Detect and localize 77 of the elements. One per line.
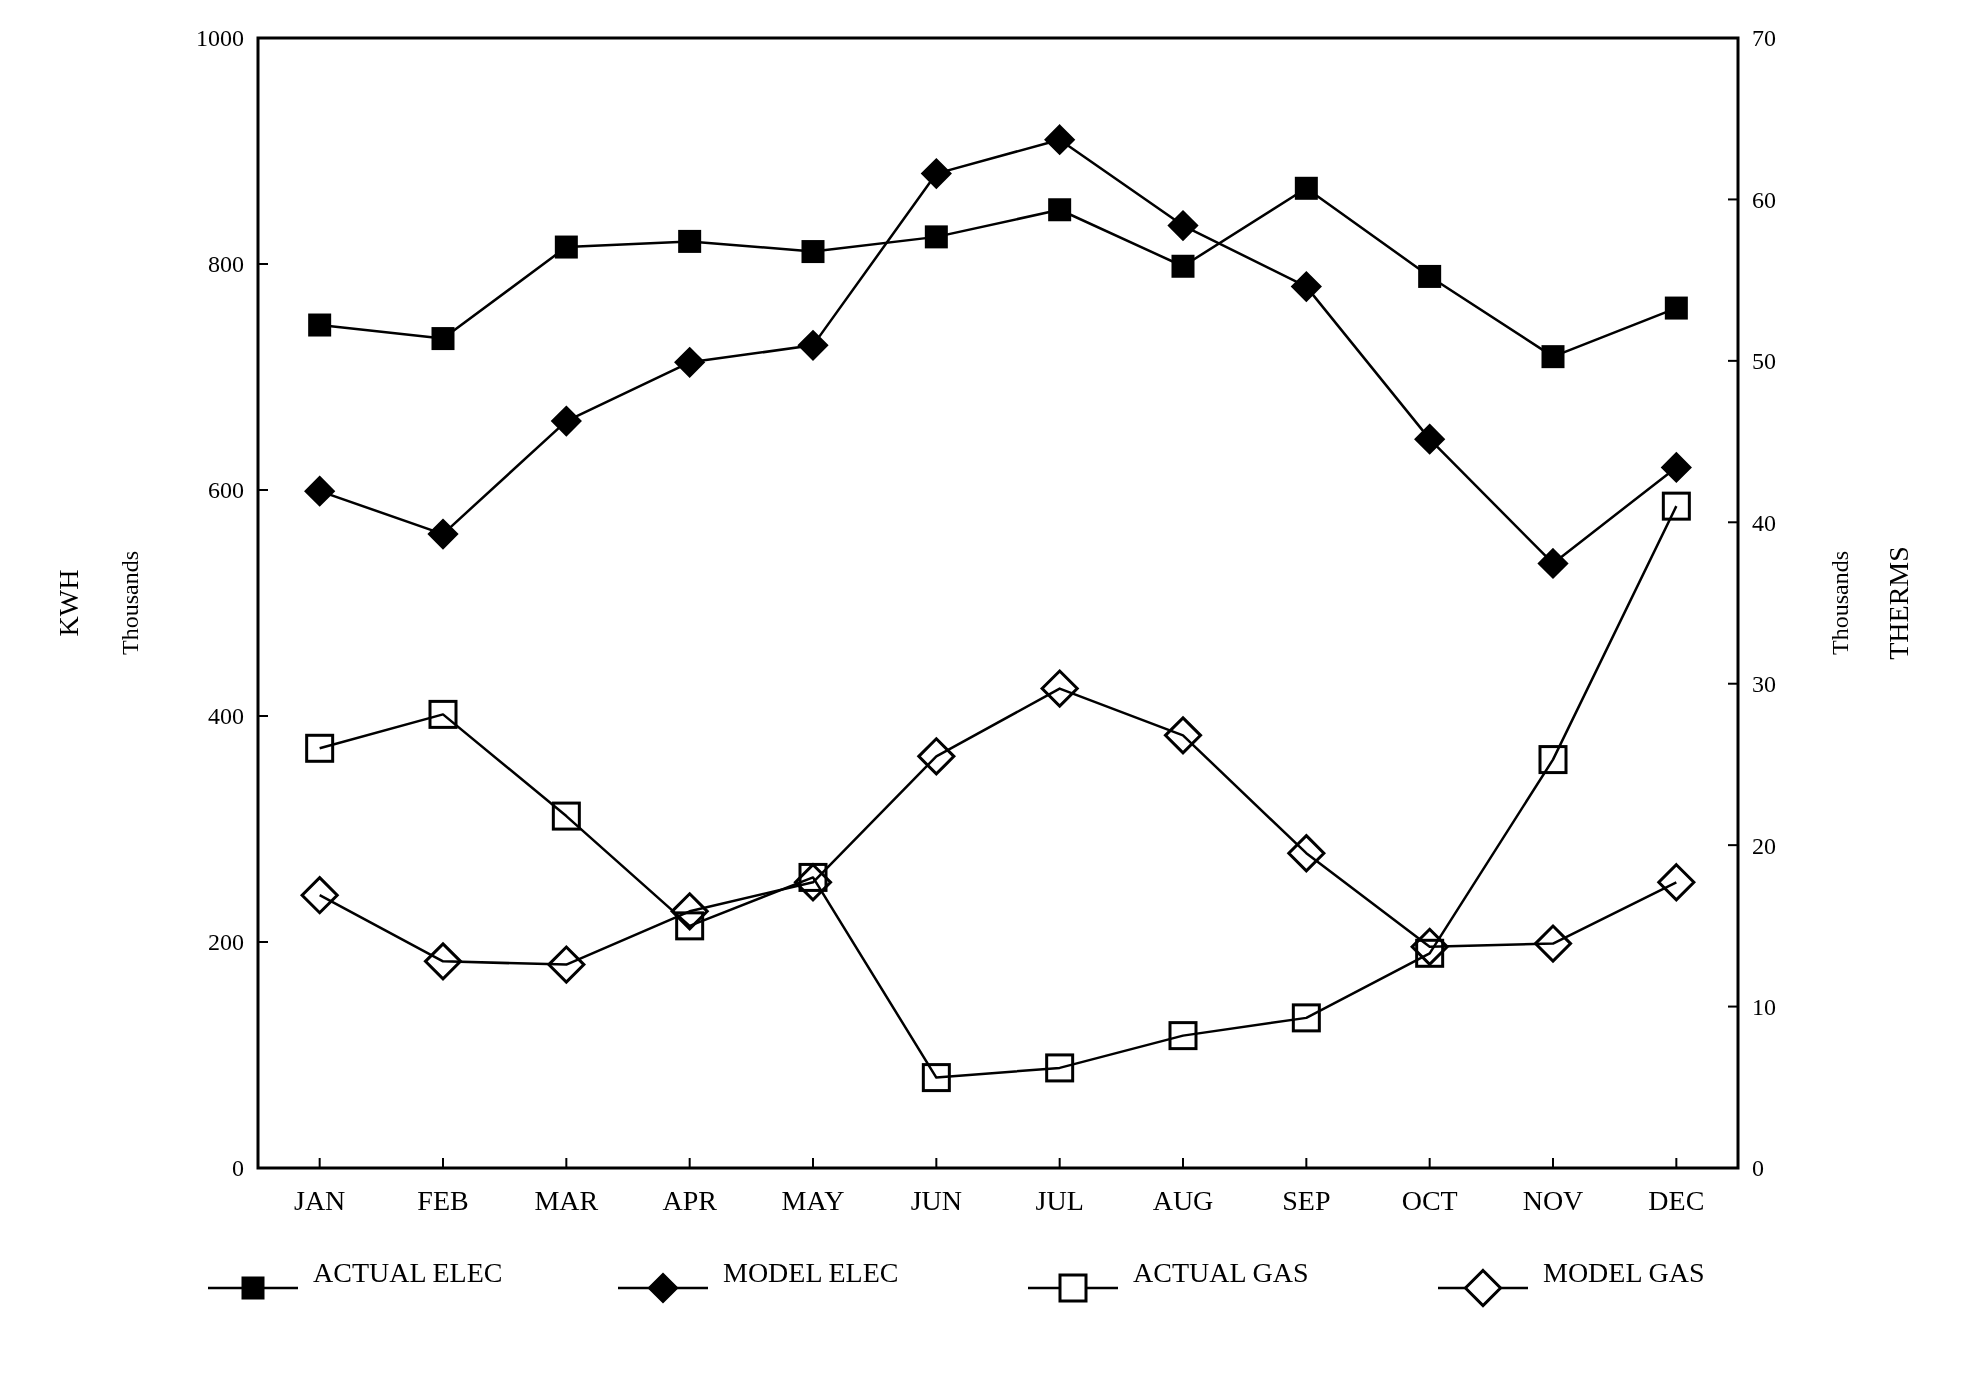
point xyxy=(431,327,455,351)
y-axis-title: KWH Thousands xyxy=(53,551,143,655)
point xyxy=(921,1063,951,1093)
point xyxy=(924,225,948,249)
x-tick-label: AUG xyxy=(1152,1185,1214,1216)
y2-tick-label: 0 xyxy=(1752,1155,1764,1182)
y-tick-label: 1000 xyxy=(196,25,244,52)
point xyxy=(1661,491,1691,521)
legend-label: ACTUAL ELEC xyxy=(313,1257,503,1288)
point xyxy=(551,406,582,437)
point xyxy=(793,863,833,902)
point xyxy=(1291,271,1322,302)
x-tick-label: NOV xyxy=(1522,1185,1584,1216)
point xyxy=(1414,424,1445,455)
point xyxy=(547,945,586,984)
y2-tick-label: 70 xyxy=(1752,25,1776,52)
point xyxy=(551,801,581,831)
point xyxy=(1541,345,1565,369)
y2-tick-label: 30 xyxy=(1752,671,1776,698)
point xyxy=(1044,124,1075,155)
y-tick-label: 0 xyxy=(232,1155,244,1182)
point xyxy=(1163,716,1203,755)
point xyxy=(1538,548,1568,579)
point xyxy=(300,876,339,915)
y-tick-label: 800 xyxy=(208,251,244,278)
point xyxy=(428,519,458,550)
x-tick-label: JUN xyxy=(910,1185,963,1216)
y2-tick-label: 10 xyxy=(1752,993,1776,1020)
point xyxy=(1664,296,1688,320)
point xyxy=(1294,176,1318,200)
y2-tick-label: 60 xyxy=(1752,186,1776,213)
y-tick-label: 200 xyxy=(208,929,244,956)
y-tick-label: 400 xyxy=(208,703,244,730)
x-tick-label: SEP xyxy=(1282,1185,1331,1216)
x-tick-label: JUL xyxy=(1035,1185,1084,1216)
point xyxy=(1040,669,1079,708)
point xyxy=(1048,198,1072,222)
point xyxy=(305,733,335,763)
point xyxy=(1410,927,1449,966)
point xyxy=(1661,452,1692,483)
point xyxy=(1168,210,1198,241)
point xyxy=(1168,1021,1198,1051)
x-tick-label: OCT xyxy=(1401,1185,1458,1216)
point xyxy=(1291,1003,1321,1033)
point xyxy=(1171,254,1195,278)
point xyxy=(423,942,463,981)
x-tick-label: MAY xyxy=(781,1185,845,1216)
x-tick-label: APR xyxy=(662,1185,718,1216)
point xyxy=(798,330,828,361)
point xyxy=(1533,924,1573,963)
y2-tick-label: 50 xyxy=(1752,348,1776,375)
point xyxy=(1045,1053,1075,1083)
point xyxy=(554,235,578,259)
point xyxy=(304,476,335,507)
x-tick-label: FEB xyxy=(417,1185,469,1216)
y2-tick-label: 20 xyxy=(1752,832,1776,859)
point xyxy=(917,737,956,776)
point xyxy=(308,313,332,337)
point xyxy=(1287,834,1326,873)
legend-label: MODEL ELEC xyxy=(723,1257,899,1288)
point xyxy=(801,240,825,264)
point xyxy=(1657,863,1696,902)
point xyxy=(1418,264,1442,288)
y-tick-label: 600 xyxy=(208,477,244,504)
point xyxy=(678,229,702,253)
legend-label: MODEL GAS xyxy=(1543,1257,1705,1288)
point xyxy=(428,699,458,729)
x-tick-label: MAR xyxy=(534,1185,599,1216)
point xyxy=(1538,745,1568,775)
point xyxy=(921,158,952,189)
y2-axis-title: THERMS Thousands xyxy=(1827,546,1914,660)
y2-tick-label: 40 xyxy=(1752,509,1776,536)
legend-label: ACTUAL GAS xyxy=(1133,1257,1309,1288)
x-tick-label: JAN xyxy=(293,1185,346,1216)
x-tick-label: DEC xyxy=(1648,1185,1705,1216)
point xyxy=(674,347,705,378)
point xyxy=(670,892,709,931)
